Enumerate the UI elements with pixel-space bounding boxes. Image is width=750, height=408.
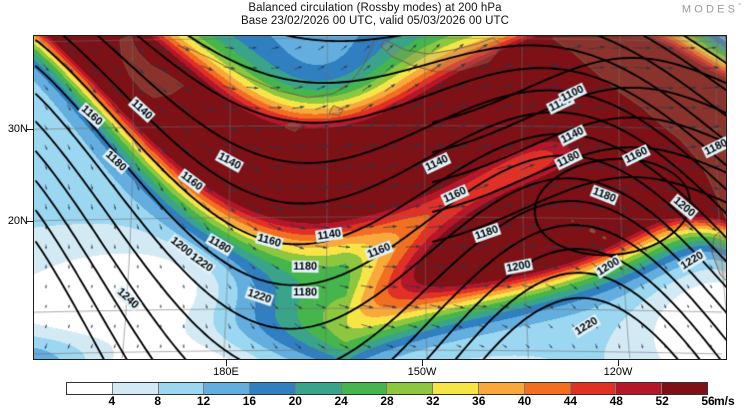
colorbar-unit-label: m/s (714, 394, 735, 408)
ytick-mark-30N (27, 129, 33, 131)
xtick-mark-150W (422, 360, 424, 366)
xtick-label-180E: 180E (213, 366, 239, 378)
colorbar-swatch (341, 383, 388, 394)
colorbar-tick-label: 24 (334, 394, 348, 408)
colorbar-tick-label: 36 (472, 394, 486, 408)
colorbar-tick-label: 20 (288, 394, 302, 408)
map-canvas (34, 36, 726, 359)
ytick-label-20N: 20N (7, 215, 28, 227)
ytick-mark-20N (27, 221, 33, 223)
xtick-label-150W: 150W (407, 366, 437, 378)
colorbar-swatch (112, 383, 159, 394)
colorbar-swatch (204, 383, 251, 394)
colorbar-swatch (570, 383, 617, 394)
colorbar-swatch (250, 383, 296, 394)
colorbar (66, 382, 708, 395)
colorbar-tick-label: 48 (609, 394, 623, 408)
colorbar-tick-label: 8 (154, 394, 162, 408)
chart-title-line2: Base 23/02/2026 00 UTC, valid 05/03/2026… (240, 15, 510, 27)
colorbar-tick-label: 16 (242, 394, 257, 408)
colorbar-swatch (524, 383, 571, 394)
colorbar-swatch (616, 383, 663, 394)
modes-logo-mark: ° (738, 3, 741, 10)
colorbar-tick-labels: 4 8 12 16 20 24 28 32 36 40 44 48 52 56 (66, 394, 715, 408)
xtick-label-120W: 120W (603, 366, 633, 378)
colorbar-tick-label: 40 (517, 394, 532, 408)
colorbar-swatch (479, 383, 525, 394)
colorbar-swatch (662, 383, 707, 394)
colorbar-swatch (295, 383, 342, 394)
colorbar-swatch (387, 383, 434, 394)
modes-logo-text: MODES (681, 3, 739, 16)
colorbar-tick-label: 52 (655, 394, 669, 408)
colorbar-tick-label: 32 (426, 394, 440, 408)
colorbar-tick-label: 12 (196, 394, 211, 408)
xtick-mark-180E (226, 360, 228, 366)
ytick-label-30N: 30N (7, 123, 28, 135)
colorbar-tick-label: 56 (701, 394, 715, 408)
chart-title-block: Balanced circulation (Rossby modes) at 2… (0, 2, 750, 28)
map-panel (33, 35, 727, 360)
colorbar-tick-label: 4 (108, 394, 116, 408)
colorbar-tick-label: 44 (563, 394, 578, 408)
colorbar-swatch (433, 383, 480, 394)
colorbar-swatch (67, 383, 113, 394)
colorbar-swatch (158, 383, 205, 394)
chart-title-line1: Balanced circulation (Rossby modes) at 2… (248, 2, 502, 14)
modes-logo: MODES° (682, 3, 741, 16)
colorbar-tick-label: 28 (380, 394, 394, 408)
xtick-mark-120W (618, 360, 620, 366)
